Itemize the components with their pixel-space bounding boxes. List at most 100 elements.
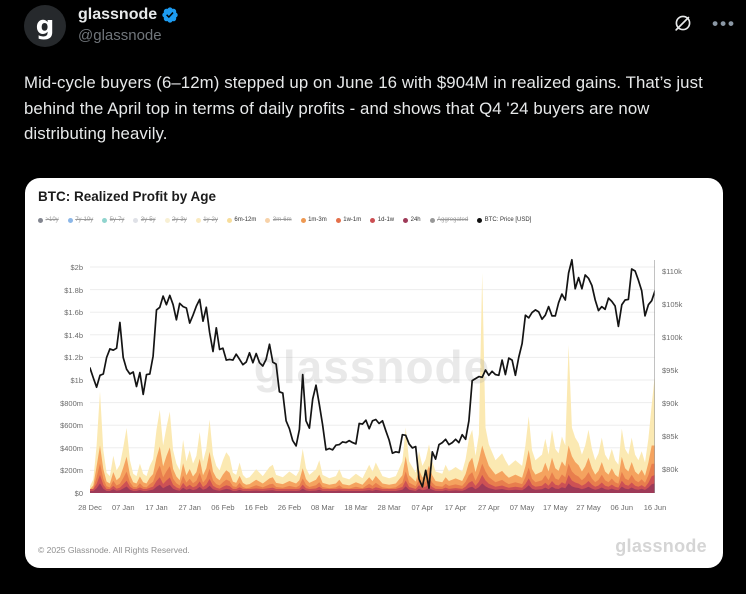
avatar-letter: g bbox=[35, 11, 55, 41]
x-axis-label: 06 Jun bbox=[610, 503, 634, 512]
legend-dot bbox=[477, 217, 483, 223]
y-left-label: $800m bbox=[60, 398, 83, 408]
legend-label: 5y-7y bbox=[109, 217, 125, 223]
x-axis-label: 16 Jun bbox=[643, 503, 667, 512]
glassnode-watermark: glassnode bbox=[615, 536, 707, 556]
chart-legend: >10y 7y-10y 5y-7y 3y-5y 2y-3y 1y-2y 6m-12m 3m-6… bbox=[38, 217, 710, 223]
x-axis-label: 28 Mar bbox=[377, 503, 401, 512]
legend-dot bbox=[226, 217, 232, 223]
legend-label: Aggregated bbox=[437, 217, 469, 223]
legend-dot bbox=[403, 217, 409, 223]
legend-dot bbox=[133, 217, 139, 223]
chart-title: BTC: Realized Profit by Age bbox=[38, 189, 217, 204]
legend-label: 24h bbox=[410, 217, 421, 223]
x-axis-label: 07 May bbox=[509, 503, 535, 512]
x-axis-label: 17 Jan bbox=[145, 503, 168, 512]
y-left-label: $2b bbox=[70, 263, 83, 272]
legend-dot bbox=[265, 217, 271, 223]
x-axis-label: 08 Mar bbox=[310, 503, 335, 512]
legend-dot bbox=[429, 217, 435, 223]
legend-dot bbox=[164, 217, 170, 223]
area-band-1m-3m bbox=[90, 445, 655, 493]
legend-dot bbox=[195, 217, 201, 223]
center-watermark: glassnode bbox=[254, 341, 491, 393]
legend-item-1d-1w[interactable]: 1d-1w bbox=[370, 217, 394, 223]
tweet-text: Mid-cycle buyers (6–12m) stepped up on J… bbox=[24, 73, 703, 143]
y-left-label: $1.6b bbox=[64, 308, 83, 318]
y-left-label: $1b bbox=[70, 376, 83, 385]
x-axis-label: 17 May bbox=[542, 503, 568, 512]
legend-label: 7y-10y bbox=[75, 217, 94, 223]
x-axis-label: 27 May bbox=[576, 503, 601, 512]
legend-dot bbox=[102, 217, 108, 223]
area-band-24h bbox=[90, 483, 655, 493]
more-dots-icon: ••• bbox=[712, 14, 736, 33]
legend-item-btc-price-usd-[interactable]: BTC: Price [USD] bbox=[477, 217, 531, 223]
x-axis-label: 26 Feb bbox=[277, 503, 302, 512]
y-left-label: $1.4b bbox=[64, 330, 83, 340]
y-right-label: $100k bbox=[662, 333, 683, 342]
y-left-label: $0 bbox=[74, 489, 83, 498]
legend-dot bbox=[300, 217, 306, 223]
y-left-label: $200m bbox=[60, 466, 83, 476]
area-band-1d-1w bbox=[90, 474, 655, 493]
y-right-label: $85k bbox=[662, 432, 679, 441]
x-axis-label: 16 Feb bbox=[244, 503, 268, 512]
chart-card[interactable]: BTC: Realized Profit by Age >10y 7y-10y 5y… bbox=[25, 178, 723, 568]
legend-item-aggregated[interactable]: Aggregated bbox=[429, 217, 469, 223]
legend-label: 3y-5y bbox=[140, 217, 156, 223]
x-axis-label: 28 Dec bbox=[78, 503, 102, 512]
legend-item-6m-12m[interactable]: 6m-12m bbox=[226, 217, 257, 223]
legend-dot bbox=[370, 217, 376, 223]
legend-dot bbox=[335, 217, 341, 223]
area-band-1w-1m bbox=[90, 463, 655, 493]
legend-label: 1y-2y bbox=[203, 217, 218, 223]
legend-dot bbox=[67, 217, 73, 223]
legend-item-1y-2y[interactable]: 1y-2y bbox=[195, 217, 218, 223]
legend-item-3y-5y[interactable]: 3y-5y bbox=[133, 217, 156, 223]
display-name[interactable]: glassnode bbox=[78, 6, 158, 23]
copyright-text: © 2025 Glassnode. All Rights Reserved. bbox=[38, 545, 190, 555]
legend-label: 1m-3m bbox=[308, 217, 327, 223]
legend-label: 2y-3y bbox=[172, 217, 187, 223]
y-right-label: $90k bbox=[662, 399, 679, 408]
y-right-label: $95k bbox=[662, 366, 679, 375]
legend-label: BTC: Price [USD] bbox=[484, 217, 532, 223]
x-axis-label: 07 Apr bbox=[411, 503, 434, 512]
x-axis-label: 07 Jan bbox=[111, 503, 135, 512]
more-menu-button[interactable]: ••• bbox=[710, 15, 738, 34]
x-axis-label: 27 Jan bbox=[178, 503, 201, 512]
grok-icon bbox=[675, 15, 691, 31]
y-right-label: $110k bbox=[662, 267, 682, 276]
legend-item-7y-10y[interactable]: 7y-10y bbox=[67, 217, 94, 223]
legend-label: >10y bbox=[45, 217, 59, 223]
y-left-label: $1.8b bbox=[64, 285, 83, 295]
legend-item-24h[interactable]: 24h bbox=[403, 217, 421, 223]
legend-label: 3m-6m bbox=[272, 217, 292, 223]
verified-badge-icon bbox=[162, 7, 178, 23]
user-handle[interactable]: @glassnode bbox=[78, 27, 162, 44]
y-left-label: $1.2b bbox=[64, 353, 83, 363]
legend-item--10y[interactable]: >10y bbox=[38, 217, 59, 223]
avatar[interactable]: g bbox=[24, 5, 66, 47]
legend-item-2y-3y[interactable]: 2y-3y bbox=[164, 217, 187, 223]
legend-label: 1w-1m bbox=[343, 217, 362, 223]
y-right-label: $105k bbox=[662, 300, 683, 309]
y-left-label: $400m bbox=[60, 443, 83, 453]
legend-dot bbox=[38, 217, 43, 223]
x-axis-label: 17 Apr bbox=[444, 503, 467, 512]
y-left-label: $600m bbox=[60, 421, 83, 431]
chart-plot: glassnode bbox=[90, 258, 655, 493]
y-right-label: $80k bbox=[662, 465, 679, 474]
legend-label: 1d-1w bbox=[377, 217, 395, 223]
legend-item-3m-6m[interactable]: 3m-6m bbox=[265, 217, 292, 223]
legend-item-5y-7y[interactable]: 5y-7y bbox=[102, 217, 124, 223]
grok-button[interactable] bbox=[670, 10, 696, 39]
legend-label: 6m-12m bbox=[234, 217, 257, 223]
legend-item-1m-3m[interactable]: 1m-3m bbox=[300, 217, 327, 223]
btc-price-line bbox=[90, 258, 655, 489]
legend-item-1w-1m[interactable]: 1w-1m bbox=[335, 217, 362, 223]
x-axis-label: 18 Mar bbox=[344, 503, 368, 512]
x-axis-label: 06 Feb bbox=[211, 503, 235, 512]
